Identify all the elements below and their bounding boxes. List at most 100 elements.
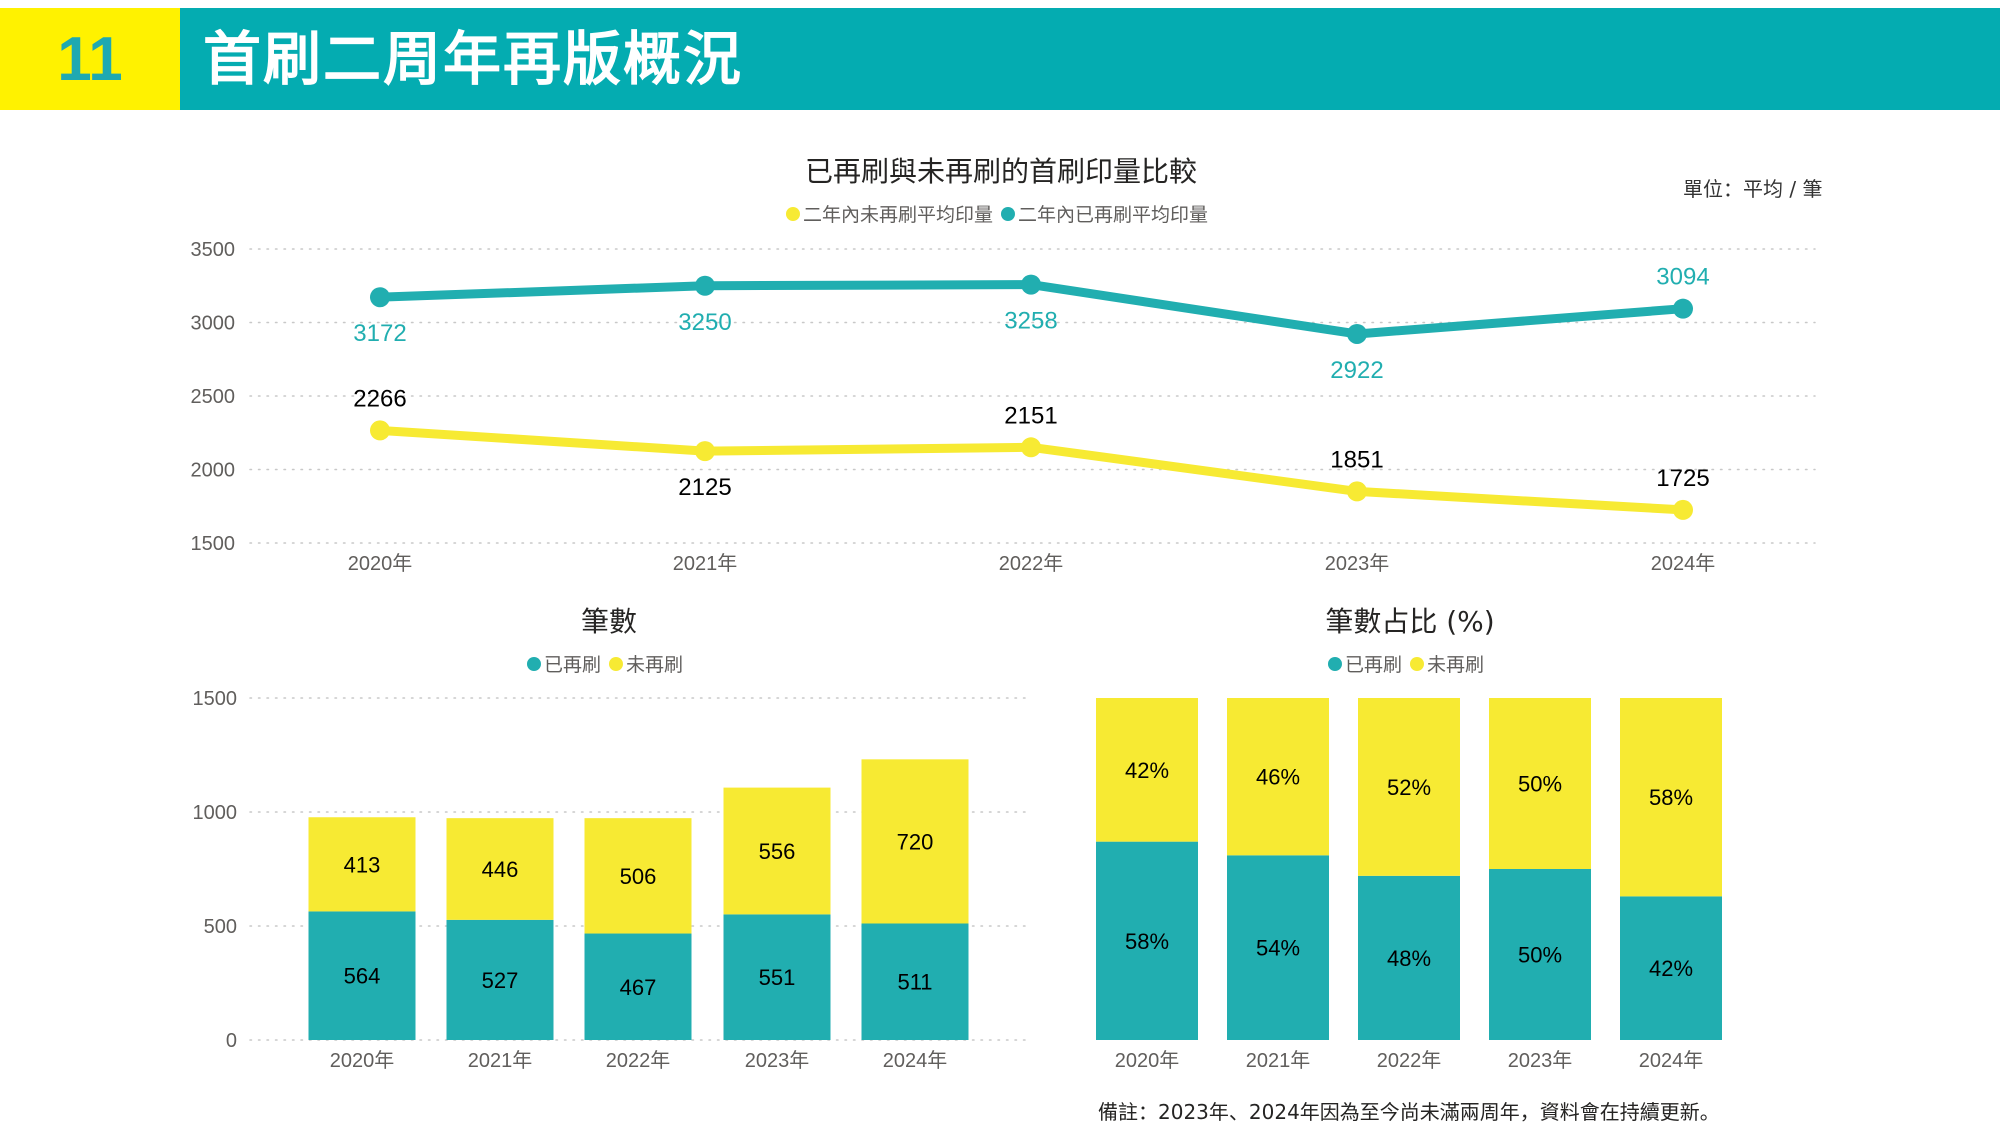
data-point bbox=[370, 287, 390, 308]
bar-label: 527 bbox=[482, 968, 519, 993]
bar-segment-reprinted bbox=[723, 914, 831, 1040]
unit-label: 單位：平均 / 筆 bbox=[1683, 177, 1823, 201]
data-label: 1851 bbox=[1330, 446, 1383, 473]
data-point bbox=[695, 275, 715, 296]
bar-label: 50% bbox=[1518, 772, 1562, 797]
x-tick-label: 2023年 bbox=[1325, 552, 1390, 575]
y-tick-label: 3500 bbox=[191, 239, 236, 261]
bar-segment-reprinted bbox=[1358, 875, 1460, 1040]
bar-segment-unreprinted bbox=[1489, 698, 1591, 869]
bar-segment-unreprinted bbox=[723, 787, 831, 915]
x-tick-label: 2021年 bbox=[468, 1049, 533, 1072]
count-chart-legend: 已再刷 未再刷 bbox=[526, 650, 691, 677]
bar-label: 54% bbox=[1256, 936, 1300, 961]
y-tick-label: 500 bbox=[204, 916, 237, 938]
data-point bbox=[1673, 499, 1693, 520]
bar-label: 564 bbox=[344, 964, 381, 989]
legend-dot-teal-icon bbox=[1001, 206, 1015, 221]
data-label: 3250 bbox=[678, 309, 731, 336]
x-tick-label: 2024年 bbox=[1651, 552, 1716, 575]
data-label: 3094 bbox=[1656, 264, 1709, 291]
line-chart-title: 已再刷與未再刷的首刷印量比較 bbox=[804, 155, 1198, 188]
bar-segment-unreprinted bbox=[861, 759, 969, 924]
x-tick-label: 2020年 bbox=[1115, 1049, 1180, 1072]
x-tick-label: 2023年 bbox=[1508, 1049, 1573, 1072]
bar-label: 506 bbox=[620, 864, 657, 889]
bar-label: 551 bbox=[759, 965, 796, 990]
bar-segment-unreprinted bbox=[1096, 698, 1198, 842]
bar-label: 446 bbox=[482, 857, 519, 882]
legend-label: 已再刷 bbox=[543, 654, 601, 676]
x-tick-label: 2020年 bbox=[348, 552, 413, 575]
bar-segment-reprinted bbox=[446, 919, 554, 1040]
bar-segment-unreprinted bbox=[1227, 698, 1329, 856]
data-point bbox=[1021, 437, 1041, 458]
bar-segment-unreprinted bbox=[1358, 698, 1460, 876]
x-tick-label: 2020年 bbox=[330, 1049, 395, 1072]
legend-dot-teal-icon bbox=[526, 656, 541, 671]
x-tick-label: 2022年 bbox=[606, 1049, 671, 1072]
legend-item-unreprinted: 未再刷 bbox=[609, 650, 683, 677]
page-title: 首刷二周年再版概況 bbox=[203, 25, 744, 93]
legend-dot-teal-icon bbox=[1327, 656, 1342, 671]
data-point bbox=[1347, 481, 1367, 502]
bar-segment-reprinted bbox=[1096, 841, 1198, 1040]
legend-dot-yellow-icon bbox=[1410, 656, 1424, 671]
bar-label: 42% bbox=[1125, 758, 1169, 783]
y-tick-label: 1500 bbox=[191, 533, 236, 555]
y-tick-label: 2500 bbox=[191, 386, 236, 408]
y-tick-label: 2000 bbox=[191, 460, 236, 482]
bar-segment-unreprinted bbox=[308, 817, 416, 912]
legend-label: 已再刷 bbox=[1344, 654, 1402, 676]
bar-label: 556 bbox=[759, 839, 796, 864]
bar-label: 52% bbox=[1387, 775, 1431, 800]
bar-segment-reprinted bbox=[308, 911, 416, 1040]
data-label: 2922 bbox=[1330, 357, 1383, 384]
bar-segment-reprinted bbox=[584, 933, 692, 1040]
legend-item-unreprinted: 未再刷 bbox=[1410, 650, 1484, 677]
data-label: 3258 bbox=[1004, 308, 1057, 335]
data-point bbox=[1347, 323, 1367, 344]
count-chart-title: 筆數 bbox=[580, 605, 638, 638]
data-label: 2151 bbox=[1004, 402, 1057, 429]
data-label: 1725 bbox=[1656, 465, 1709, 492]
bar-segment-unreprinted bbox=[584, 818, 692, 934]
bar-label: 46% bbox=[1256, 765, 1300, 790]
data-label: 3172 bbox=[353, 320, 406, 347]
x-tick-label: 2022年 bbox=[999, 552, 1064, 575]
footnote: 備註：2023年、2024年因為至今尚未滿兩周年，資料會在持續更新。 bbox=[1098, 1100, 1720, 1124]
y-tick-label: 1000 bbox=[193, 802, 238, 824]
legend-item-unreprinted: 二年內未再刷平均印量 bbox=[785, 200, 993, 227]
bar-label: 50% bbox=[1518, 943, 1562, 968]
share-chart-title: 筆數占比 (%) bbox=[1325, 605, 1495, 638]
legend-dot-yellow-icon bbox=[785, 206, 800, 221]
data-label: 2266 bbox=[353, 385, 406, 412]
bar-label: 42% bbox=[1649, 956, 1693, 981]
y-tick-label: 0 bbox=[226, 1030, 237, 1052]
legend-label: 二年內未再刷平均印量 bbox=[802, 204, 993, 226]
x-tick-label: 2024年 bbox=[883, 1049, 948, 1072]
legend-dot-yellow-icon bbox=[609, 656, 623, 671]
bar-label: 48% bbox=[1387, 946, 1431, 971]
bar-label: 413 bbox=[344, 852, 381, 877]
bar-segment-reprinted bbox=[1227, 855, 1329, 1040]
y-tick-label: 1500 bbox=[193, 688, 238, 710]
legend-item-reprinted: 二年內已再刷平均印量 bbox=[1001, 200, 1208, 227]
bar-segment-reprinted bbox=[861, 923, 969, 1040]
bar-label: 511 bbox=[897, 970, 932, 995]
data-label: 2125 bbox=[678, 474, 731, 501]
share-chart-legend: 已再刷 未再刷 bbox=[1327, 650, 1492, 677]
data-point bbox=[370, 420, 390, 441]
bar-label: 58% bbox=[1125, 929, 1169, 954]
x-tick-label: 2021年 bbox=[1246, 1049, 1311, 1072]
x-tick-label: 2023年 bbox=[745, 1049, 810, 1072]
x-tick-label: 2022年 bbox=[1377, 1049, 1442, 1072]
x-tick-label: 2024年 bbox=[1639, 1049, 1704, 1072]
line-chart-legend: 二年內未再刷平均印量 二年內已再刷平均印量 bbox=[785, 200, 1216, 227]
bar-segment-unreprinted bbox=[1620, 698, 1722, 897]
bar-label: 58% bbox=[1649, 785, 1693, 810]
data-point bbox=[695, 441, 715, 462]
legend-label: 未再刷 bbox=[626, 654, 684, 676]
section-number: 11 bbox=[0, 8, 180, 110]
